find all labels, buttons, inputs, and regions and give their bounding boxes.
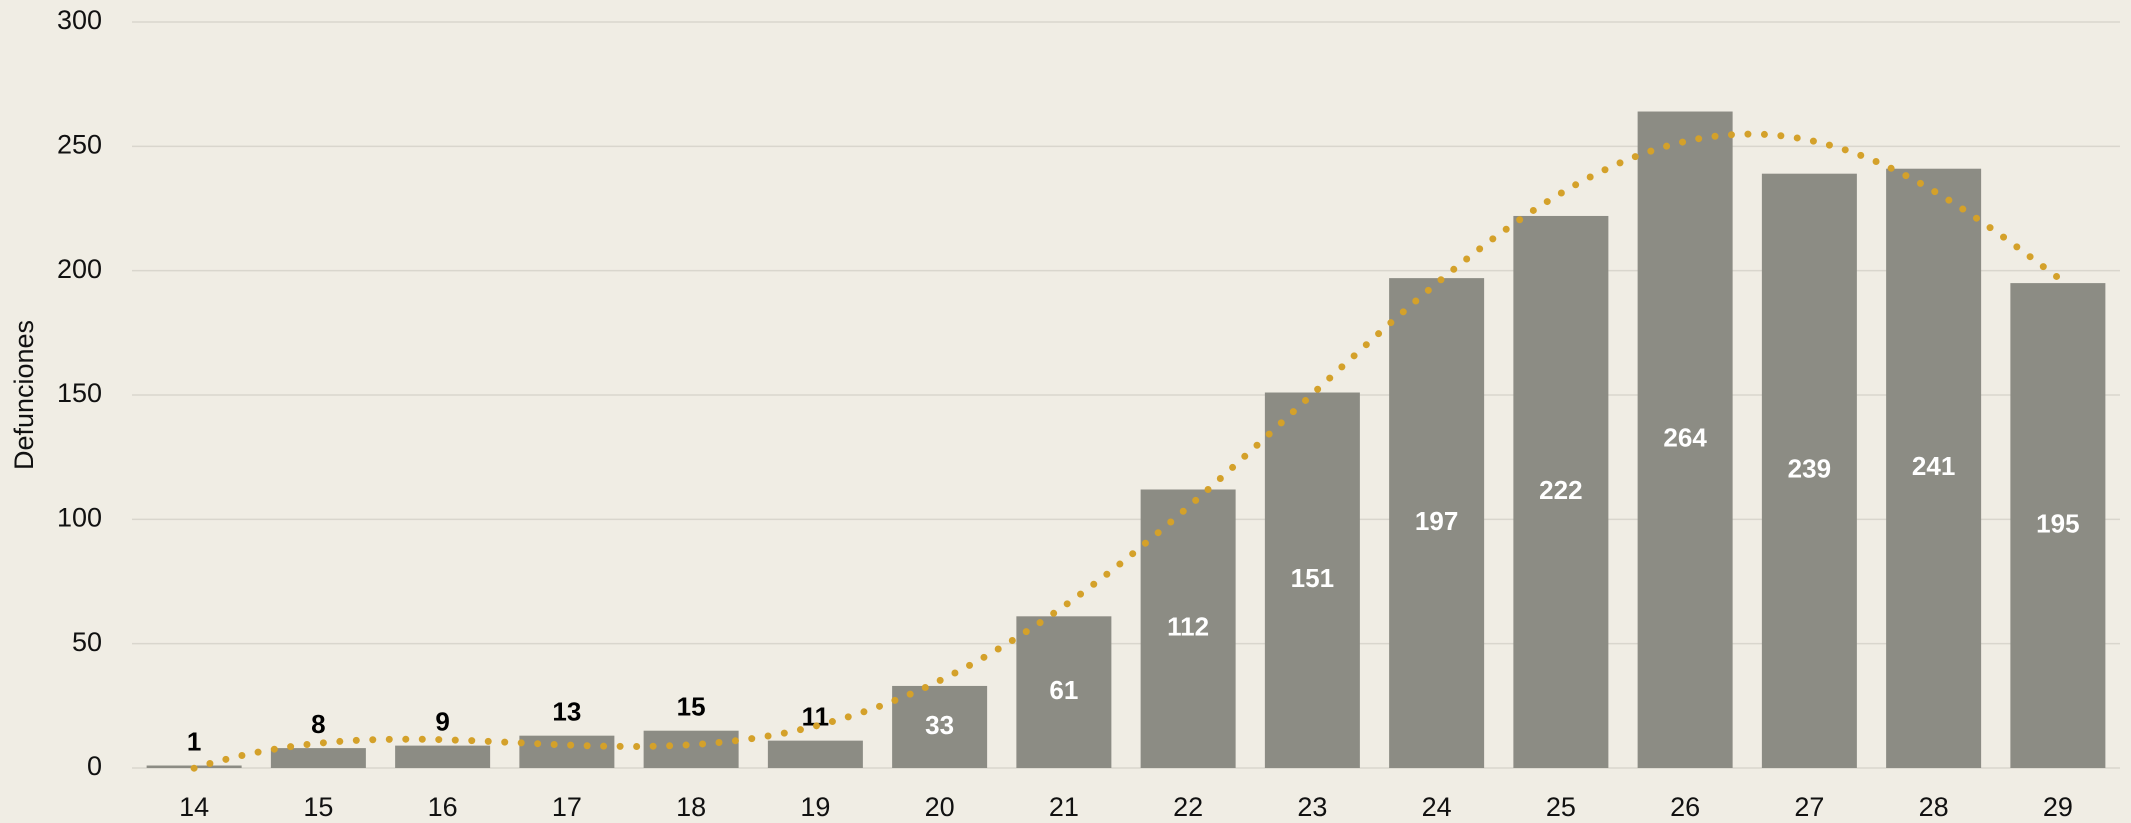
bar	[1513, 215, 1609, 768]
x-tick-label: 14	[179, 792, 209, 822]
data-label: 61	[1049, 675, 1078, 705]
bar	[892, 685, 988, 768]
data-label: 264	[1663, 423, 1707, 453]
bar	[270, 748, 366, 768]
data-label: 9	[435, 706, 449, 736]
bar	[519, 735, 615, 768]
data-label: 8	[311, 709, 325, 739]
data-label: 222	[1539, 475, 1582, 505]
bar	[1886, 168, 1982, 769]
x-tick-label: 23	[1297, 792, 1327, 822]
data-label: 1	[187, 726, 201, 756]
data-label: 197	[1415, 506, 1458, 536]
bar	[1761, 173, 1857, 769]
x-tick-label: 17	[552, 792, 582, 822]
trendline	[190, 130, 2062, 772]
x-tick-label: 22	[1173, 792, 1203, 822]
x-tick-label: 21	[1049, 792, 1079, 822]
x-tick-label: 24	[1422, 792, 1452, 822]
bar	[767, 740, 863, 768]
y-tick-label: 100	[57, 502, 102, 532]
x-tick-label: 19	[800, 792, 830, 822]
x-tick-label: 29	[2043, 792, 2073, 822]
data-label: 13	[552, 697, 581, 727]
y-tick-label: 150	[57, 378, 102, 408]
y-tick-label: 250	[57, 129, 102, 159]
y-axis-label: Defunciones	[9, 320, 39, 470]
x-tick-label: 16	[428, 792, 458, 822]
data-label: 195	[2036, 508, 2079, 538]
y-tick-label: 200	[57, 254, 102, 284]
data-label: 33	[925, 710, 954, 740]
x-tick-label: 18	[676, 792, 706, 822]
data-label: 112	[1167, 612, 1209, 642]
bar	[1637, 111, 1733, 768]
data-label: 151	[1291, 563, 1334, 593]
x-tick-label: 28	[1919, 792, 1949, 822]
data-label: 239	[1788, 454, 1831, 484]
bar	[643, 730, 739, 768]
bar	[1389, 278, 1485, 768]
x-tick-label: 26	[1670, 792, 1700, 822]
x-tick-label: 20	[925, 792, 955, 822]
bar	[1140, 489, 1236, 768]
bar	[1016, 616, 1112, 768]
bar	[395, 745, 491, 768]
x-tick-label: 25	[1546, 792, 1576, 822]
bar	[1264, 392, 1360, 768]
bar	[2010, 283, 2106, 768]
y-tick-label: 0	[87, 751, 102, 781]
y-tick-label: 50	[72, 627, 102, 657]
y-tick-label: 300	[57, 5, 102, 35]
data-label: 15	[677, 692, 706, 722]
data-label: 241	[1912, 451, 1955, 481]
x-tick-label: 15	[303, 792, 333, 822]
x-tick-label: 27	[1794, 792, 1824, 822]
